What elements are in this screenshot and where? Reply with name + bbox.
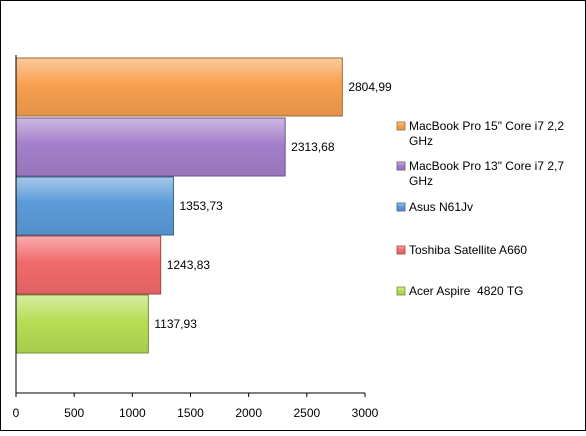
x-tick-label: 0 [13, 406, 20, 420]
bars: 2804,99 2313,68 1353,73 1243,83 1137,93 [15, 57, 392, 354]
bar-2 [15, 117, 286, 177]
bar-1 [15, 57, 343, 117]
legend-label: GHz [409, 134, 433, 148]
bar-value-label: 2804,99 [348, 80, 392, 94]
bar-3 [15, 176, 174, 236]
bar-4 [15, 235, 162, 295]
legend-swatch [396, 286, 406, 296]
x-tick-label: 500 [64, 406, 84, 420]
x-tick-label: 1500 [177, 406, 204, 420]
x-axis: 0 500 1000 1500 2000 2500 3000 [13, 55, 379, 420]
bar-value-label: 2313,68 [291, 140, 335, 154]
x-tick-label: 1000 [119, 406, 146, 420]
bar-value-label: 1137,93 [154, 317, 197, 331]
legend-swatch [396, 161, 406, 171]
x-tick-label: 2000 [235, 406, 262, 420]
legend-swatch [396, 202, 406, 212]
legend-swatch [396, 121, 406, 131]
bar-value-label: 1243,83 [167, 258, 211, 272]
legend-label: MacBook Pro 13" Core i7 2,7 [409, 159, 564, 173]
legend-swatch [396, 245, 406, 255]
legend-label: Asus N61Jv [409, 200, 473, 214]
bar-5 [15, 294, 149, 354]
legend-label: GHz [409, 174, 433, 188]
legend-label: MacBook Pro 15" Core i7 2,2 [409, 119, 564, 133]
x-tick-label: 2500 [293, 406, 320, 420]
legend-label: Toshiba Satellite A660 [409, 243, 527, 257]
x-tick-label: 3000 [352, 406, 379, 420]
bar-value-label: 1353,73 [179, 199, 223, 213]
legend-label: Acer Aspire 4820 TG [409, 284, 524, 298]
